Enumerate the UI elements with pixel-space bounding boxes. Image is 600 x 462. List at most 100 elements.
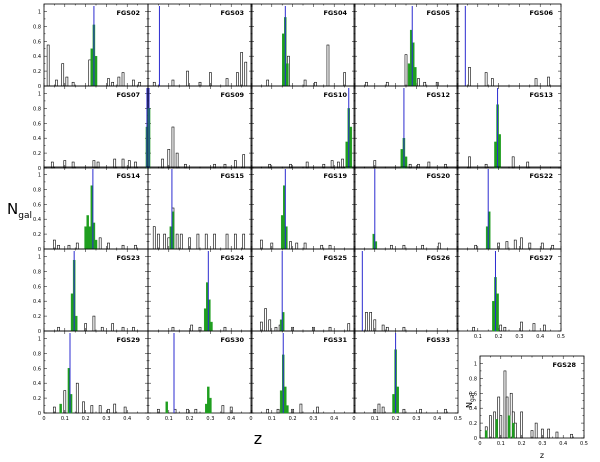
histogram-bar <box>75 382 79 414</box>
histogram-bar <box>303 79 307 87</box>
y-tick-label: 0.2 <box>469 421 477 427</box>
panel-fgs27: FGS27 0.1 0.2 0.3 0.4 0.5 <box>456 248 565 340</box>
histogram-bar <box>289 163 292 169</box>
histogram-bar <box>234 160 237 169</box>
histogram-bar <box>385 81 389 87</box>
histogram-bar <box>303 242 307 250</box>
histogram-bar <box>497 396 501 439</box>
panel-fgs14: FGS14 0 0.2 0.4 0.6 0.8 1 <box>33 166 149 253</box>
histogram-bar <box>305 161 309 169</box>
member-bar <box>282 33 285 87</box>
panel-title: FGS20 <box>426 172 450 180</box>
inset-y-axis-label-sub: gal <box>469 393 476 402</box>
y-tick-label: 0.6 <box>33 202 41 208</box>
histogram-bar <box>92 315 96 332</box>
x-tick-label: 0.1 <box>61 416 69 422</box>
member-bar <box>345 141 348 169</box>
histogram-bar <box>82 401 85 414</box>
inset-x-axis-label: z <box>540 451 544 460</box>
member-bar <box>492 300 495 332</box>
y-tick-label: 0 <box>38 247 41 253</box>
histogram-bar <box>107 78 110 87</box>
histogram-bar <box>268 319 272 332</box>
y-tick-label: 0.6 <box>33 39 41 45</box>
x-tick-label: 0.1 <box>474 334 482 340</box>
x-tick-label: 0.4 <box>123 416 131 422</box>
inset-y-axis-label-main: N <box>465 402 474 408</box>
histogram-bar <box>134 244 137 250</box>
y-tick-label: 0.2 <box>33 151 41 157</box>
panel-fgs06: FGS06 <box>456 3 562 87</box>
panel-title: FGS13 <box>529 91 553 99</box>
histogram-bar <box>266 79 269 87</box>
panel-title: FGS29 <box>116 336 140 344</box>
histogram-bar <box>240 52 243 87</box>
histogram-bar <box>57 326 60 332</box>
y-tick-label: 0 <box>38 166 41 172</box>
histogram-bar <box>157 233 160 250</box>
panel-fgs13: FGS13 <box>456 85 562 169</box>
histogram-bar <box>381 324 385 332</box>
histogram-bar <box>520 237 523 250</box>
histogram-bar <box>186 70 189 87</box>
x-tick-label: 0.2 <box>186 416 194 422</box>
histogram-bar <box>221 405 225 414</box>
x-tick-label: 0.3 <box>102 416 110 422</box>
x-tick-label: 0.3 <box>206 416 214 422</box>
member-bar <box>203 308 207 332</box>
y-tick-label: 0.2 <box>33 396 41 402</box>
histogram-bar <box>343 72 346 87</box>
y-tick-label: 0.2 <box>33 69 41 75</box>
histogram-bar <box>520 411 523 439</box>
member-bar <box>90 48 94 87</box>
panel-title: FGS05 <box>426 9 450 17</box>
y-tick-label: 1 <box>38 254 41 260</box>
histogram-bar <box>123 406 127 414</box>
y-tick-label: 0.2 <box>33 232 41 238</box>
panel-title: FGS25 <box>323 254 347 262</box>
histogram-bar <box>121 326 125 332</box>
histogram-bar <box>468 67 471 87</box>
histogram-bar <box>96 161 100 169</box>
histogram-bar <box>423 81 427 87</box>
y-tick-label: 0.6 <box>33 284 41 290</box>
histogram-bar <box>223 326 227 332</box>
y-tick-label: 0.4 <box>33 381 41 387</box>
histogram-bar <box>213 233 216 250</box>
member-bar <box>507 415 511 439</box>
histogram-bar <box>276 408 280 414</box>
x-tick-label: 0.2 <box>82 416 90 422</box>
member-bar <box>494 141 497 169</box>
histogram-bar <box>489 415 492 439</box>
histogram-bar <box>295 242 299 250</box>
panel-fgs10: FGS10 <box>250 85 356 169</box>
histogram-bar <box>513 239 517 250</box>
panel-title: FGS27 <box>529 254 553 262</box>
x-tick-label: 0.4 <box>559 441 567 447</box>
histogram-bar <box>134 161 137 169</box>
histogram-bar <box>328 326 332 332</box>
y-tick-label: 0.6 <box>33 366 41 372</box>
histogram-bar <box>541 428 544 439</box>
histogram-bar <box>67 244 71 250</box>
histogram-bar <box>328 244 332 250</box>
panel-title: FGS09 <box>220 91 244 99</box>
histogram-bar <box>493 411 496 439</box>
histogram-bar <box>266 408 269 414</box>
histogram-bar <box>505 396 509 439</box>
member-bar <box>512 422 515 439</box>
member-bar <box>207 386 210 414</box>
member-bar <box>349 126 353 169</box>
histogram-bar <box>179 233 183 250</box>
histogram-bar <box>468 156 471 169</box>
histogram-bar <box>503 326 507 332</box>
member-bar <box>94 55 98 87</box>
panel-title: FGS03 <box>220 9 244 17</box>
panel-fgs03: FGS03 <box>147 3 253 87</box>
y-tick-label: 0.8 <box>33 351 41 357</box>
histogram-bar <box>157 408 160 414</box>
panel-fgs04: FGS04 <box>250 3 356 87</box>
histogram-bar <box>175 152 179 169</box>
histogram-bar <box>90 405 94 414</box>
histogram-bar <box>171 79 175 87</box>
